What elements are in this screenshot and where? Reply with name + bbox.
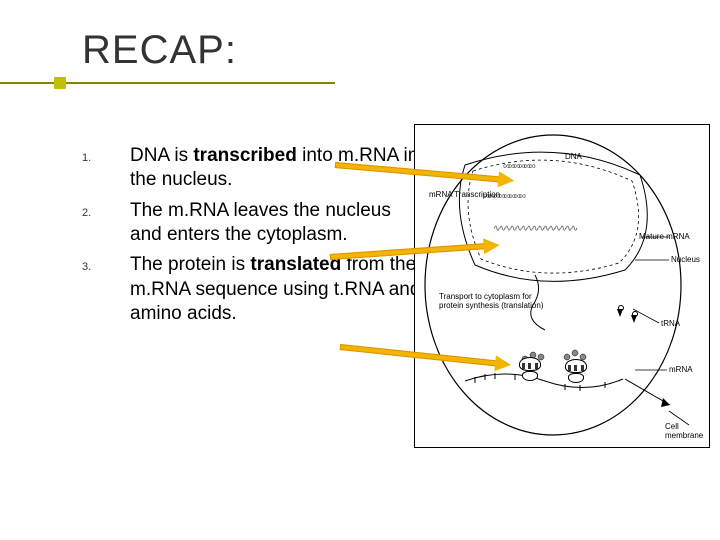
page-title: RECAP: <box>82 28 237 73</box>
list-number: 3. <box>82 253 130 326</box>
text-bold: transcribed <box>193 145 296 166</box>
list-number: 1. <box>82 144 130 193</box>
trna-icon <box>615 305 625 319</box>
title-container: RECAP: <box>82 28 237 73</box>
list-item: 2. The m.RNA leaves the nucleus and ente… <box>82 199 422 248</box>
list-number: 2. <box>82 199 130 248</box>
text-bold: translated <box>250 254 341 275</box>
label-dna: DNA <box>565 153 582 162</box>
mature-mrna-helix-icon: ∿∿∿∿∿∿∿∿∿∿∿∿∿∿∿ <box>493 223 576 234</box>
list-item: 3. The protein is translated from the m.… <box>82 253 422 326</box>
label-mature-mrna: Mature mRNA <box>639 233 690 242</box>
trna-icon <box>629 311 639 325</box>
label-transcription: mRNA Transcription <box>429 191 500 200</box>
label-nucleus: Nucleus <box>671 256 700 265</box>
ribosome-icon <box>519 357 541 381</box>
label-trna: tRNA <box>661 320 680 329</box>
dna-helix-icon: ∞∞∞∞∞∞ <box>503 161 534 172</box>
label-cell-membrane: Cell membrane <box>665 423 709 441</box>
list-text: The m.RNA leaves the nucleus and enters … <box>130 199 422 248</box>
ribosome-icon <box>565 359 587 383</box>
text-pre: The protein is <box>130 254 250 275</box>
title-accent-square <box>54 77 66 89</box>
label-transport: Transport to cytoplasm for protein synth… <box>439 293 549 311</box>
title-underline <box>0 82 335 84</box>
label-mrna: mRNA <box>669 366 693 375</box>
recap-list: 1. DNA is transcribed into m.RNA in the … <box>82 144 422 332</box>
text-pre: DNA is <box>130 145 193 166</box>
text-pre: The m.RNA leaves the nucleus and enters … <box>130 200 391 245</box>
list-text: The protein is translated from the m.RNA… <box>130 253 422 326</box>
